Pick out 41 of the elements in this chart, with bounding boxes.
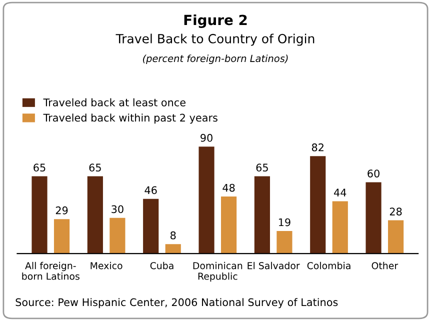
data-label: 65 xyxy=(89,164,101,172)
data-label: 28 xyxy=(390,208,402,216)
data-label: 44 xyxy=(334,188,346,196)
x-tick-label: Colombia xyxy=(307,262,350,270)
bar xyxy=(143,198,159,254)
bar xyxy=(110,218,126,254)
legend-label: Traveled back at least once xyxy=(43,98,186,106)
bar xyxy=(220,196,237,254)
bar xyxy=(54,219,70,254)
bar xyxy=(198,146,214,254)
data-label: 29 xyxy=(56,206,68,214)
x-tick-label: Mexico xyxy=(90,262,122,270)
data-label: 65 xyxy=(256,164,268,172)
x-tick-label: Dominican Republic xyxy=(193,262,242,282)
bar xyxy=(254,176,270,254)
chart-subtitle: Travel Back to Country of Origin xyxy=(116,34,314,46)
bar xyxy=(87,176,103,254)
bar xyxy=(366,182,382,254)
x-tick-label: Other xyxy=(372,262,398,270)
bar xyxy=(32,176,48,254)
data-label: 8 xyxy=(170,231,176,240)
x-tick-label: Cuba xyxy=(150,262,174,270)
chart-title: Figure 2 xyxy=(184,14,247,28)
bar xyxy=(332,201,348,254)
data-label: 82 xyxy=(312,143,324,152)
bar xyxy=(276,231,292,254)
data-label: 19 xyxy=(278,218,290,226)
data-label: 60 xyxy=(368,170,380,178)
text: (percent foreign-born Latinos) xyxy=(143,54,288,64)
data-label: 90 xyxy=(200,134,212,142)
data-label: 30 xyxy=(112,205,124,214)
data-label: 46 xyxy=(144,186,157,194)
legend-label: Traveled back within past 2 years xyxy=(43,114,218,124)
bar xyxy=(388,220,404,254)
data-label: 65 xyxy=(34,164,46,172)
x-tick-label: All foreign- born Latinos xyxy=(22,262,80,280)
bar xyxy=(165,244,181,254)
data-label: 48 xyxy=(222,184,235,192)
bar xyxy=(310,156,326,254)
x-tick-label: El Salvador xyxy=(248,262,300,270)
source-note: Source: Pew Hispanic Center, 2006 National Survey of Latinos xyxy=(16,298,338,308)
